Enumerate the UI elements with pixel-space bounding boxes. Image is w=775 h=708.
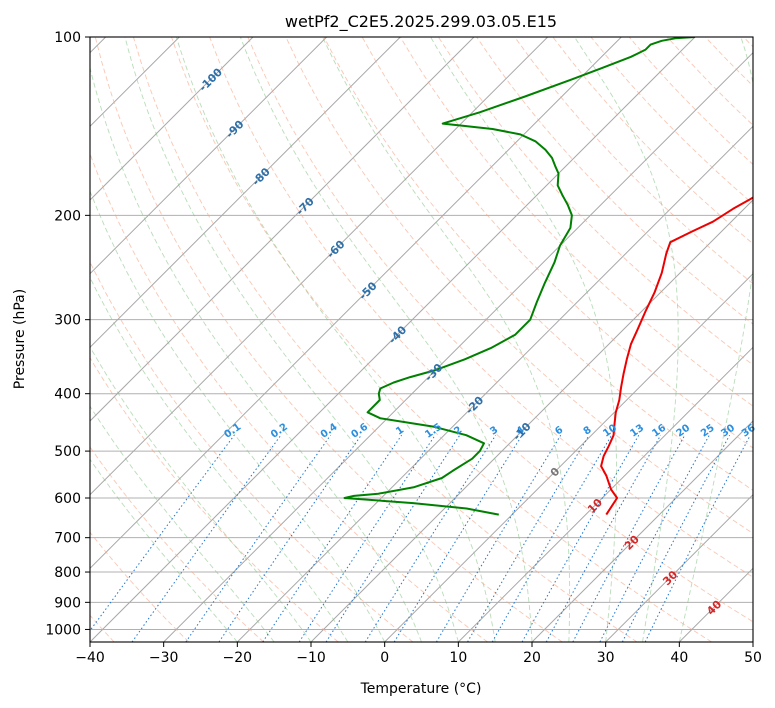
plot-frame bbox=[89, 36, 754, 643]
dry-adiabat-line bbox=[90, 261, 414, 642]
mixing-ratio-line bbox=[218, 434, 362, 642]
isotherm-line bbox=[605, 493, 753, 642]
x-tick-label: −30 bbox=[149, 650, 179, 666]
dry-adiabat-line bbox=[90, 356, 339, 642]
mixing-ratio-line bbox=[491, 434, 613, 642]
mixing-ratio-line bbox=[545, 434, 662, 642]
dry-adiabat-line bbox=[132, 37, 638, 642]
y-tick-label: 300 bbox=[54, 313, 81, 329]
mixing-ratio-line bbox=[572, 434, 686, 642]
dewpoint-line bbox=[343, 37, 696, 516]
moist-adiabat-line bbox=[90, 458, 238, 642]
chart-title: wetPf2_C2E5.2025.299.03.05.E15 bbox=[285, 12, 557, 32]
dry-adiabat-line bbox=[90, 446, 264, 642]
isotherm-line bbox=[90, 37, 475, 422]
y-tick-label: 200 bbox=[54, 208, 81, 224]
isotherm-line bbox=[90, 37, 622, 570]
temperature-line bbox=[600, 196, 753, 516]
x-tick-label: −10 bbox=[296, 650, 326, 666]
isotherm-line bbox=[90, 37, 328, 275]
moist-adiabat-line bbox=[90, 345, 312, 642]
dry-adiabat-line bbox=[323, 37, 753, 491]
dry-adiabat-line bbox=[90, 152, 488, 642]
background-lines bbox=[90, 37, 753, 642]
moist-adiabat-line bbox=[678, 37, 753, 642]
mixing-ratio-line bbox=[185, 434, 332, 642]
mixing-ratio-line bbox=[364, 434, 497, 642]
y-tick-label: 600 bbox=[54, 491, 81, 507]
mixing-ratio-line bbox=[644, 434, 751, 642]
x-tick-label: 10 bbox=[449, 650, 467, 666]
y-tick-label: 1000 bbox=[45, 622, 81, 638]
moist-adiabat-line bbox=[239, 37, 533, 642]
moist-adiabat-line bbox=[124, 37, 459, 642]
isotherm-line bbox=[531, 420, 753, 642]
mixing-ratio-line bbox=[621, 434, 731, 642]
x-tick-label: 20 bbox=[523, 650, 541, 666]
x-tick-label: 0 bbox=[380, 650, 389, 666]
isotherm-line bbox=[90, 37, 549, 496]
dry-adiabat-line bbox=[171, 37, 712, 642]
x-tick-label: −20 bbox=[223, 650, 253, 666]
y-tick-label: 400 bbox=[54, 387, 81, 403]
data-series bbox=[343, 37, 753, 516]
y-tick-label: 100 bbox=[54, 30, 81, 46]
x-axis-label: Temperature (°C) bbox=[360, 681, 482, 697]
dry-adiabat-line bbox=[247, 37, 753, 578]
moist-adiabat-line bbox=[430, 37, 617, 642]
axes: −40 −30 −20 −10 0 10 20 30 40 50 1000 900 800 700 600 5… bbox=[45, 30, 762, 666]
moist-adiabat-line bbox=[175, 37, 496, 642]
isotherm-line bbox=[163, 51, 753, 642]
dry-adiabat-line bbox=[285, 37, 753, 535]
x-tick-label: −40 bbox=[75, 650, 105, 666]
moist-adiabat-line bbox=[574, 37, 679, 642]
y-axis-label: Pressure (hPa) bbox=[12, 289, 28, 389]
isotherm-line bbox=[236, 125, 753, 642]
y-tick-label: 700 bbox=[54, 531, 81, 547]
mixing-ratio-line bbox=[521, 434, 640, 642]
dry-adiabat-line bbox=[438, 37, 753, 366]
dry-adiabat-line bbox=[399, 37, 753, 407]
moist-adiabat-line bbox=[90, 190, 386, 642]
dry-adiabat-line bbox=[361, 37, 753, 449]
mixing-ratio-line bbox=[435, 434, 562, 642]
isotherm-line bbox=[384, 272, 753, 642]
mixing-ratio-line bbox=[90, 434, 235, 632]
isotherm-line bbox=[90, 37, 401, 349]
y-tick-label: 500 bbox=[54, 444, 81, 460]
x-tick-label: 40 bbox=[670, 650, 688, 666]
dry-adiabat-line bbox=[209, 37, 753, 623]
moist-adiabat-line bbox=[90, 66, 422, 642]
dry-adiabat-line bbox=[514, 37, 753, 285]
x-tick-label: 30 bbox=[597, 650, 615, 666]
moist-adiabat-line bbox=[322, 37, 571, 642]
y-tick-label: 800 bbox=[54, 565, 81, 581]
dry-adiabat-line bbox=[94, 37, 563, 642]
isotherm-line bbox=[457, 346, 753, 642]
moist-adiabat-line bbox=[90, 405, 275, 642]
mixing-ratio-line bbox=[467, 434, 590, 642]
y-tick-label: 900 bbox=[54, 595, 81, 611]
x-tick-label: 50 bbox=[744, 650, 762, 666]
dry-adiabat-line bbox=[90, 531, 190, 642]
mixing-ratio-line bbox=[393, 434, 523, 642]
isotherm-line bbox=[90, 37, 254, 201]
moist-adiabat-line bbox=[90, 276, 349, 642]
